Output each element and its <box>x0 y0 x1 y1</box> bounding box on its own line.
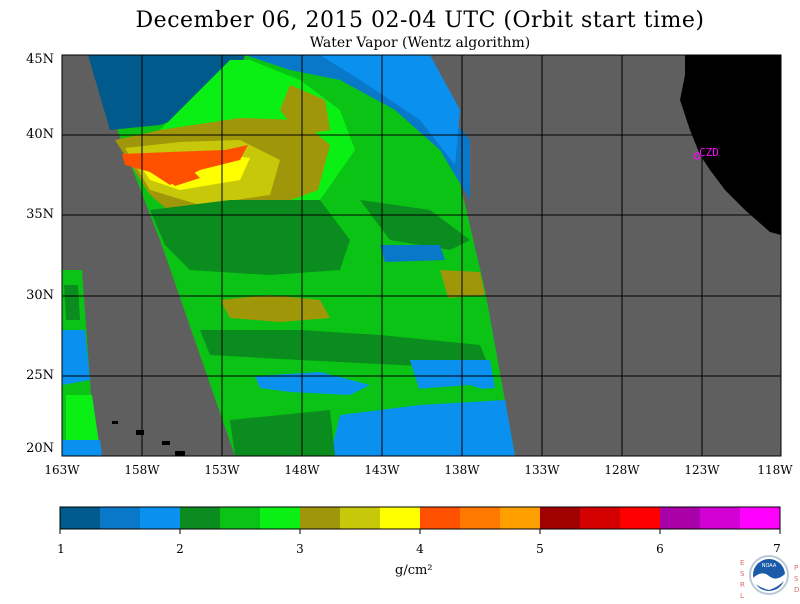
lat-label-45n: 45N <box>26 52 54 67</box>
colorbar-swatch <box>340 507 381 529</box>
map-title: December 06, 2015 02-04 UTC (Orbit start… <box>135 8 705 33</box>
lon-label-143w: 143W <box>364 463 400 477</box>
map-subtitle: Water Vapor (Wentz algorithm) <box>309 35 531 51</box>
svg-text:NOAA: NOAA <box>762 563 777 569</box>
colorbar-swatch <box>620 507 661 529</box>
lon-label-133w: 133W <box>524 463 560 477</box>
colorbar-tick-4: 4 <box>416 542 424 556</box>
colorbar-tick-2: 2 <box>176 542 184 556</box>
colorbar-swatch <box>700 507 741 529</box>
lat-label-30n: 30N <box>26 288 54 303</box>
lat-label-25n: 25N <box>26 368 54 383</box>
colorbar-tick-1: 1 <box>57 542 65 556</box>
svg-text:E: E <box>740 559 744 567</box>
colorbar-swatch <box>740 507 781 529</box>
colorbar-tick-3: 3 <box>296 542 304 556</box>
noaa-esrl-psd-logo: E S R L P S D NOAA <box>722 552 800 600</box>
lat-label-40n: 40N <box>26 127 54 142</box>
lat-label-35n: 35N <box>26 207 54 222</box>
colorbar-unit: g/cm² <box>395 563 433 578</box>
colorbar-tick-5: 5 <box>536 542 544 556</box>
colorbar-swatch <box>260 507 301 529</box>
svg-text:S: S <box>740 570 745 578</box>
lon-label-118w: 118W <box>757 463 793 477</box>
lon-label-163w: 163W <box>44 463 80 477</box>
lon-label-148w: 148W <box>284 463 320 477</box>
colorbar-swatch <box>140 507 181 529</box>
station-marker <box>693 152 701 160</box>
land-california <box>680 55 781 235</box>
station-label: CZD <box>699 146 719 159</box>
lon-label-158w: 158W <box>124 463 160 477</box>
colorbar-swatch <box>180 507 221 529</box>
colorbar-swatch <box>300 507 341 529</box>
left-swath <box>62 270 102 456</box>
colorbar-swatch <box>460 507 501 529</box>
lon-label-138w: 138W <box>444 463 480 477</box>
land-hawaii <box>112 421 185 456</box>
colorbar-swatch <box>580 507 621 529</box>
colorbar-swatch <box>420 507 461 529</box>
colorbar-swatch <box>100 507 141 529</box>
lon-label-153w: 153W <box>204 463 240 477</box>
colorbar-tick-6: 6 <box>656 542 664 556</box>
colorbar <box>59 506 781 534</box>
map-frame <box>61 54 782 457</box>
colorbar-tick-7: 7 <box>773 542 781 556</box>
colorbar-swatch <box>500 507 541 529</box>
svg-text:L: L <box>740 592 744 600</box>
colorbar-swatch <box>540 507 581 529</box>
lon-label-128w: 128W <box>604 463 640 477</box>
lat-lon-grid <box>62 55 781 456</box>
lon-label-123w: 123W <box>684 463 720 477</box>
colorbar-swatch <box>660 507 701 529</box>
lat-label-20n: 20N <box>26 441 54 456</box>
colorbar-swatch <box>220 507 261 529</box>
colorbar-swatch <box>380 507 421 529</box>
colorbar-swatch <box>60 507 101 529</box>
svg-text:R: R <box>740 581 745 589</box>
svg-text:S: S <box>794 575 799 583</box>
svg-text:P: P <box>794 564 798 572</box>
svg-text:D: D <box>794 586 799 594</box>
